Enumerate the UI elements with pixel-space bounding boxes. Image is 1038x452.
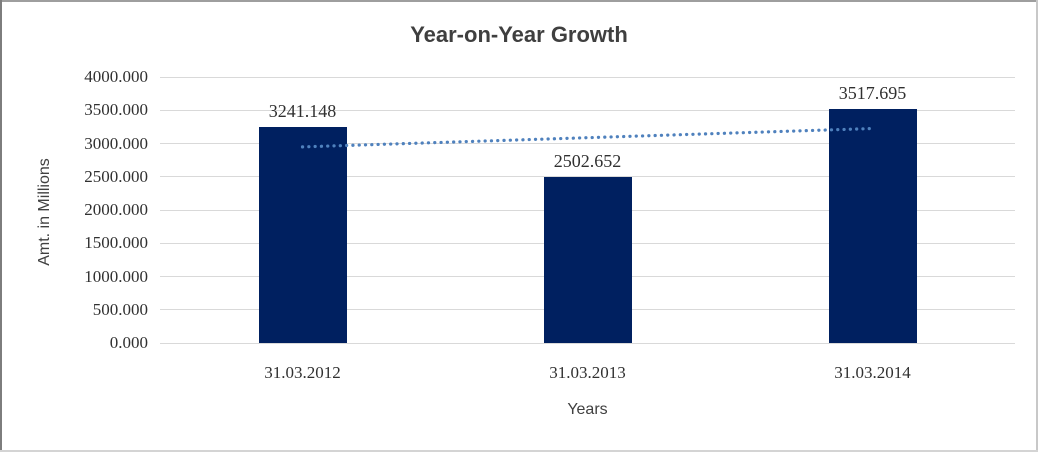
chart-border-top xyxy=(0,0,1038,2)
y-tick-label: 1000.000 xyxy=(84,266,148,286)
y-tick-label: 3000.000 xyxy=(84,133,148,153)
bar-data-label: 2502.652 xyxy=(553,150,622,171)
x-axis-title: Years xyxy=(567,401,608,418)
x-category-label: 31.03.2013 xyxy=(549,363,626,382)
chart-title: Year-on-Year Growth xyxy=(410,22,628,47)
chart-border-bottom xyxy=(0,450,1038,452)
y-tick-label: 500.000 xyxy=(92,299,148,319)
bar xyxy=(258,127,347,343)
bar xyxy=(543,176,632,343)
y-tick-label: 4000.000 xyxy=(84,67,148,86)
gridline xyxy=(160,342,1015,344)
y-tick-label: 2000.000 xyxy=(84,200,148,219)
gridline xyxy=(160,109,1015,111)
x-category-label: 31.03.2012 xyxy=(264,363,341,382)
bar-data-label: 3241.148 xyxy=(268,101,337,122)
bar xyxy=(828,109,917,343)
y-tick-label: 3500.000 xyxy=(84,100,148,120)
y-tick-label: 0.000 xyxy=(109,333,148,352)
bar-data-label: 3517.695 xyxy=(838,83,907,104)
y-tick-label: 1500.000 xyxy=(84,233,148,253)
chart-border-left xyxy=(0,0,2,452)
chart-border-right xyxy=(1036,0,1038,452)
y-tick-label: 2500.000 xyxy=(84,166,148,186)
x-category-label: 31.03.2014 xyxy=(834,363,911,382)
gridline xyxy=(160,76,1015,78)
